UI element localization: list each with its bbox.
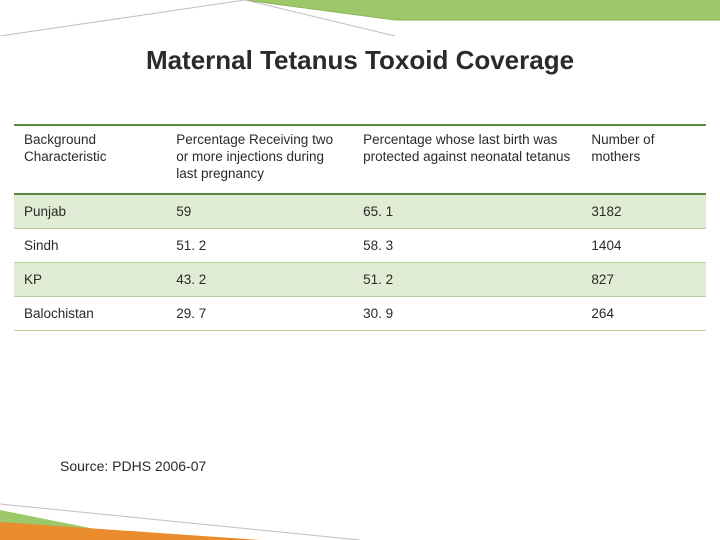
cell: 51. 2: [166, 228, 353, 262]
table-row: Balochistan 29. 7 30. 9 264: [14, 296, 706, 330]
table-header-row: Background Characteristic Percentage Rec…: [14, 125, 706, 194]
cell: 65. 1: [353, 194, 581, 229]
cell: 58. 3: [353, 228, 581, 262]
table-row: Punjab 59 65. 1 3182: [14, 194, 706, 229]
table-row: KP 43. 2 51. 2 827: [14, 262, 706, 296]
bottom-decoration: [0, 498, 720, 540]
cell: Sindh: [14, 228, 166, 262]
cell: 29. 7: [166, 296, 353, 330]
cell: 827: [581, 262, 706, 296]
coverage-table: Background Characteristic Percentage Rec…: [14, 124, 706, 331]
cell: 43. 2: [166, 262, 353, 296]
col-header-2: Percentage whose last birth was protecte…: [353, 125, 581, 194]
cell: KP: [14, 262, 166, 296]
source-note: Source: PDHS 2006-07: [60, 458, 206, 474]
top-decoration: [0, 0, 720, 36]
slide-title: Maternal Tetanus Toxoid Coverage: [0, 46, 720, 76]
cell: 59: [166, 194, 353, 229]
cell: 264: [581, 296, 706, 330]
cell: 3182: [581, 194, 706, 229]
col-header-3: Number of mothers: [581, 125, 706, 194]
cell: Punjab: [14, 194, 166, 229]
cell: 30. 9: [353, 296, 581, 330]
col-header-0: Background Characteristic: [14, 125, 166, 194]
cell: Balochistan: [14, 296, 166, 330]
table-row: Sindh 51. 2 58. 3 1404: [14, 228, 706, 262]
col-header-1: Percentage Receiving two or more injecti…: [166, 125, 353, 194]
cell: 1404: [581, 228, 706, 262]
cell: 51. 2: [353, 262, 581, 296]
